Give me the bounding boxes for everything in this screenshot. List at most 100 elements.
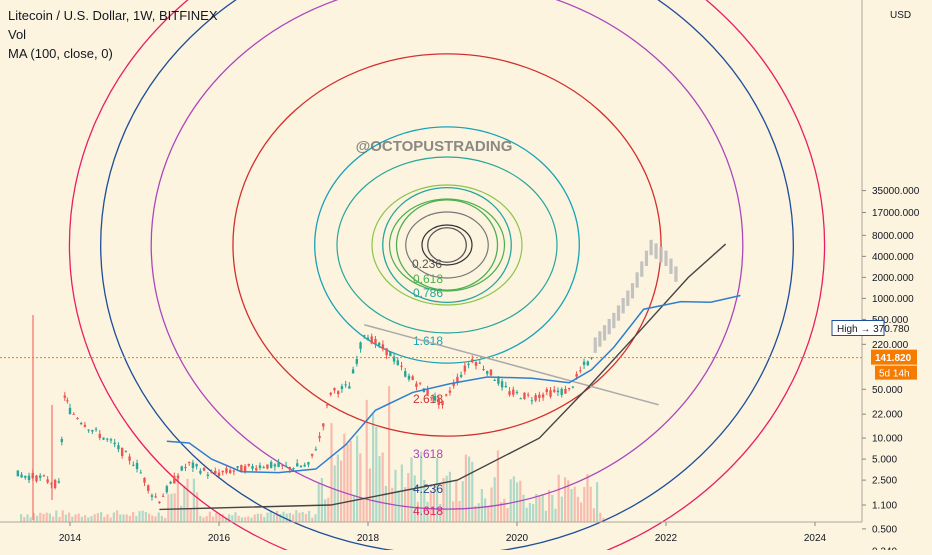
volume-bar <box>484 498 487 522</box>
volume-bar <box>512 476 515 522</box>
candle-body <box>303 464 306 467</box>
candle-body <box>426 389 429 395</box>
volume-bar <box>196 492 199 522</box>
candle-body <box>277 462 280 467</box>
candle-body <box>16 470 20 477</box>
high-tag-text: High → 370.780 <box>837 324 910 335</box>
volume-bar <box>164 517 167 522</box>
candle-body <box>418 382 422 384</box>
legend-symbol-title[interactable]: Litecoin / U.S. Dollar, 1W, BITFINEX <box>8 8 218 23</box>
volume-bar <box>55 510 58 522</box>
candle-body <box>98 433 101 438</box>
volume-bar <box>320 477 323 522</box>
volume-bar <box>423 480 426 522</box>
candle-body <box>575 373 578 377</box>
candle-body <box>452 382 455 386</box>
candle-body <box>214 470 217 474</box>
candle-body <box>351 369 355 374</box>
candle-body <box>42 475 46 477</box>
candle-body <box>329 392 332 395</box>
volume-bar <box>266 512 269 522</box>
volume-bar <box>573 486 576 522</box>
volume-bar <box>205 516 208 522</box>
current-price-tag: 141.820 5d 14h <box>871 349 917 380</box>
candle-body <box>385 348 388 356</box>
volume-bar <box>426 501 429 522</box>
fib-circle-0-786 <box>382 186 512 304</box>
volume-bar <box>244 517 247 522</box>
volume-bar <box>576 496 579 522</box>
volume-bar <box>80 516 83 522</box>
candle-body <box>147 485 150 491</box>
volume-bar <box>116 510 119 522</box>
candle-body <box>27 475 31 481</box>
projection-candle <box>593 337 597 353</box>
volume-bar <box>61 510 64 522</box>
volume-bar <box>490 487 493 522</box>
legend-moving-average[interactable]: MA (100, close, 0) <box>8 46 113 61</box>
volume-bar <box>256 513 259 522</box>
volume-bar <box>324 499 327 522</box>
fib-label-4-618: 4.618 <box>413 504 443 518</box>
volume-bar <box>231 515 234 522</box>
projection-candle <box>621 297 625 314</box>
candle-body <box>519 398 522 400</box>
candle-body <box>407 375 411 380</box>
volume-bar <box>292 514 295 522</box>
volume-bar <box>237 515 240 522</box>
candle-body <box>363 335 366 337</box>
candle-body <box>337 391 340 395</box>
candle-body <box>53 480 57 489</box>
projection-candle <box>635 272 639 288</box>
y-tick-label: 220.000 <box>872 340 909 351</box>
candle-body <box>530 400 534 402</box>
legend-volume[interactable]: Vol <box>8 27 27 42</box>
volume-bar <box>439 503 442 522</box>
volume-bar <box>87 517 90 522</box>
volume-bar <box>157 512 160 522</box>
countdown-tag-box <box>875 365 917 380</box>
candle-body <box>191 462 195 468</box>
volume-bar <box>557 474 560 522</box>
volume-bar <box>503 498 506 522</box>
y-tick-label: 50.000 <box>872 385 903 396</box>
volume-bar <box>103 516 106 522</box>
volume-bar <box>317 483 320 522</box>
fib-circle-0-236 <box>427 227 467 263</box>
y-tick-label: 8000.000 <box>872 231 914 242</box>
volume-bar <box>263 517 266 522</box>
candle-body <box>288 466 291 470</box>
volume-bar <box>330 423 333 522</box>
volume-bar <box>471 461 474 522</box>
volume-bar <box>186 478 189 522</box>
volume-bar <box>240 517 243 522</box>
volume-bar <box>29 517 32 522</box>
candle-body <box>210 472 213 474</box>
volume-bar <box>39 512 42 522</box>
candle-body <box>567 388 571 390</box>
candle-body <box>66 400 69 402</box>
y-tick-label: 4000.000 <box>872 252 914 263</box>
projection-candle <box>607 318 611 335</box>
fib-inner-ring <box>388 198 506 292</box>
candle-body <box>232 470 236 472</box>
candle-body <box>299 466 303 468</box>
volume-bar <box>269 510 272 522</box>
candle-body <box>534 395 537 401</box>
candle-body <box>489 369 493 376</box>
candle-body <box>255 468 258 471</box>
candle-body <box>39 475 42 478</box>
volume-bar <box>180 505 183 522</box>
candle-body <box>165 486 169 493</box>
candle-body <box>415 383 418 387</box>
volume-bar <box>327 497 330 522</box>
projection-candle <box>669 258 673 274</box>
volume-bar <box>298 512 301 522</box>
volume-bar <box>349 440 352 522</box>
volume-bar <box>128 515 131 522</box>
candle-body <box>24 475 27 478</box>
fib-label-0-236: 0.236 <box>412 257 442 271</box>
volume-bar <box>58 517 61 522</box>
volume-bar <box>20 514 23 522</box>
candle-body <box>206 474 210 476</box>
